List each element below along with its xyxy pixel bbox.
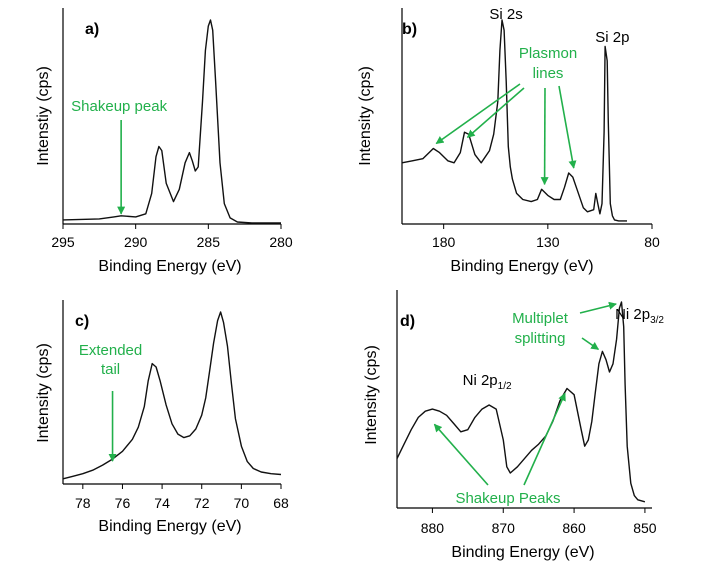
x-tick-label: 70 xyxy=(234,495,250,511)
panel-label: b) xyxy=(402,21,417,38)
x-axis-label: Binding Energy (eV) xyxy=(98,518,241,535)
y-axis-label: Intensity (cps) xyxy=(357,66,374,166)
panel-d: 880 870 860 850 Binding Energy (eV) Intensity… xyxy=(363,290,664,561)
x-axis-label: Binding Energy (eV) xyxy=(450,258,593,275)
x-tick-label: 280 xyxy=(269,234,293,250)
peak-label: Ni 2p3/2 xyxy=(615,306,664,326)
spectrum-line xyxy=(62,311,282,480)
peak-label: Ni 2p1/2 xyxy=(463,372,512,392)
x-tick-label: 68 xyxy=(273,495,289,511)
annotation-arrow xyxy=(523,392,566,486)
y-axis-label: Intensity (cps) xyxy=(35,343,52,443)
x-tick-label: 880 xyxy=(421,520,445,536)
annotation-plasmon-lines: Plasmon lines xyxy=(519,45,577,82)
x-tick-label: 72 xyxy=(194,495,210,511)
annotation-arrow xyxy=(581,337,600,351)
peak-label-subscript: 1/2 xyxy=(498,381,512,392)
peak-label-subscript: 3/2 xyxy=(650,315,664,326)
x-tick-label: 860 xyxy=(562,520,586,536)
x-tick-label: 78 xyxy=(75,495,91,511)
annotation-arrow xyxy=(433,423,489,486)
spectrum-line xyxy=(401,19,627,222)
x-tick-label: 130 xyxy=(536,234,560,250)
annotation-shakeup-peak: Shakeup peak xyxy=(71,98,167,115)
peak-label: Si 2p xyxy=(595,29,629,46)
annotation-shakeup-peaks: Shakeup Peaks xyxy=(455,490,560,507)
panel-b: 180 130 80 Binding Energy (eV) Intensity (cp… xyxy=(357,6,660,275)
spectrum-line xyxy=(62,19,281,224)
x-tick-label: 870 xyxy=(492,520,516,536)
annotation-arrow xyxy=(558,85,577,169)
x-tick-label: 295 xyxy=(51,234,75,250)
x-tick-label: 285 xyxy=(197,234,221,250)
panel-label: d) xyxy=(400,313,415,330)
y-axis-label: Intensity (cps) xyxy=(363,345,380,445)
x-tick-label: 180 xyxy=(432,234,456,250)
annotation-multiplet-splitting: Multiplet splitting xyxy=(512,310,569,347)
x-tick-label: 290 xyxy=(124,234,148,250)
x-axis-label: Binding Energy (eV) xyxy=(98,258,241,275)
annotation-arrow xyxy=(579,301,617,314)
x-tick-label: 850 xyxy=(633,520,657,536)
x-axis-label: Binding Energy (eV) xyxy=(451,544,594,561)
peak-label: Si 2s xyxy=(489,6,522,23)
annotation-arrow xyxy=(435,83,521,145)
panel-a: 295 290 285 280 Binding Energy (eV) Intenstiy… xyxy=(35,8,293,275)
y-axis-label: Intenstiy (cps) xyxy=(35,66,52,166)
annotation-extended-tail: Extended tail xyxy=(79,342,142,378)
panel-label: a) xyxy=(85,21,99,38)
panel-c: 78 76 74 72 70 68 Binding Energy (eV) Intensity… xyxy=(35,300,289,535)
x-tick-label: 80 xyxy=(644,234,660,250)
annotation-arrow xyxy=(466,87,525,139)
x-tick-label: 74 xyxy=(154,495,170,511)
x-tick-label: 76 xyxy=(115,495,131,511)
panel-label: c) xyxy=(75,313,89,330)
